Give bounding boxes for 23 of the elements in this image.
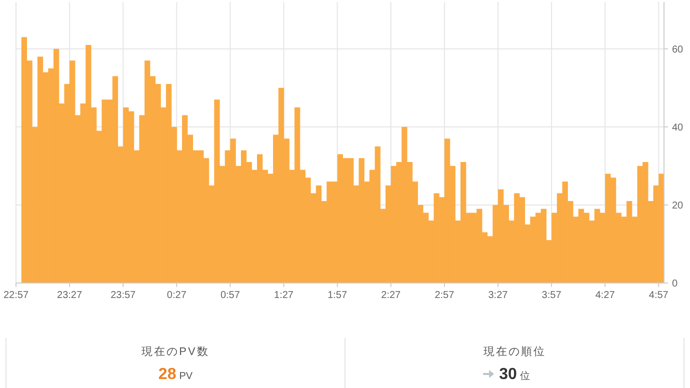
data-label: 28 bbox=[158, 366, 176, 383]
x-tick-label: 1:57 bbox=[328, 290, 348, 301]
y-tick-label: 20 bbox=[672, 200, 684, 212]
y-tick-label: 0 bbox=[672, 278, 678, 290]
x-tick-label: 4:27 bbox=[595, 290, 616, 301]
x-tick-label: 23:57 bbox=[110, 290, 136, 301]
x-tick-label: 0:57 bbox=[220, 290, 240, 301]
x-tick-label: 22:57 bbox=[3, 290, 29, 301]
x-tick-label: 0:27 bbox=[166, 290, 187, 301]
x-tick-label: 1:27 bbox=[274, 290, 294, 301]
data-label: 30 bbox=[499, 366, 517, 383]
x-tick-label: 3:57 bbox=[542, 290, 562, 301]
y-tick-label: 40 bbox=[672, 122, 684, 134]
y-tick-label: 60 bbox=[672, 44, 684, 56]
category-label: 現在の順位 bbox=[483, 346, 546, 358]
x-tick-label: 23:27 bbox=[57, 290, 82, 301]
x-tick-label: 3:27 bbox=[488, 290, 508, 301]
x-tick-label: 2:27 bbox=[381, 290, 402, 301]
text: 位 bbox=[520, 370, 530, 382]
x-tick-label: 4:57 bbox=[648, 290, 669, 301]
text: PV bbox=[179, 371, 193, 382]
category-label: 現在のPV数 bbox=[142, 346, 210, 358]
x-tick-label: 2:57 bbox=[434, 290, 455, 301]
